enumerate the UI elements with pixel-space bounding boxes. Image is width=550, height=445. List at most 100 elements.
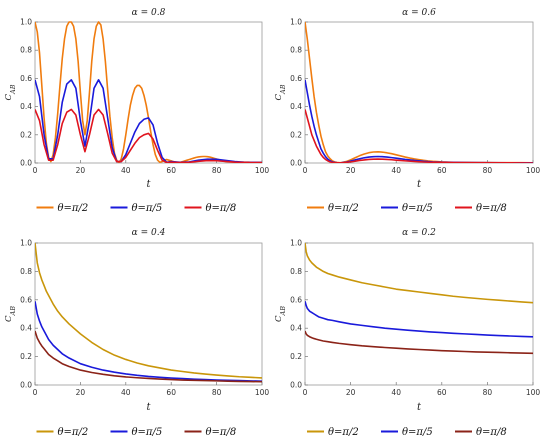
series-line-1 [35,242,262,379]
chart-panel-2: α = 0.6 0 20 40 60 80 100 0.0 0.2 0.4 0.6 0.8 1.0 t CA… [274,8,540,214]
legend-item-2: θ=π/5 [110,203,163,214]
chart-title: α = 0.4 [132,228,166,238]
legend-label: θ=π/5 [402,203,433,214]
y-tick-label: 0.2 [20,130,32,139]
legend-item-3: θ=π/8 [184,427,237,438]
x-axis-label: t [146,402,151,413]
chart-panel-1: α = 0.8 0 20 40 60 80 100 0.0 0.2 0.4 0.6 0.8 1.0 t CA… [4,8,269,214]
plot-frame [34,21,263,164]
x-tick-label: 40 [121,166,131,175]
series-line-1 [305,21,533,163]
y-tick-label: 0.4 [290,324,302,333]
legend-label: θ=π/8 [206,427,237,438]
y-tick-label: 0.2 [290,130,302,139]
legend-item-3: θ=π/8 [455,427,507,438]
series-line-1 [305,242,533,304]
x-tick-label: 0 [33,166,38,175]
x-tick-label: 20 [346,388,356,397]
x-tick-label: 100 [255,166,270,175]
legend-item-1: θ=π/2 [36,427,88,438]
y-tick-label: 0.8 [20,267,32,276]
series-line-2 [35,301,262,382]
y-axis-label: CAB [274,306,287,322]
legend-item-2: θ=π/5 [381,427,433,438]
legend-item-1: θ=π/2 [36,203,89,214]
x-tick-label: 80 [212,166,222,175]
legend-label: θ=π/2 [58,203,89,214]
chart-title: α = 0.2 [402,228,436,238]
y-tick-label: 1.0 [20,18,32,27]
series-line-3 [35,330,262,383]
y-tick-label: 0.0 [20,381,32,390]
y-tick-label: 0.6 [20,74,32,83]
y-tick-label: 0.6 [290,74,302,83]
y-tick-label: 0.4 [290,102,302,111]
y-tick-label: 0.4 [20,324,32,333]
x-tick-label: 100 [255,388,270,397]
x-tick-label: 0 [303,166,308,175]
x-tick-label: 40 [391,166,401,175]
plot-frame [304,21,534,164]
chart-panel-4: α = 0.2 0 20 40 60 80 100 0.0 0.2 0.4 0.6 0.8 1.0 t CA… [274,228,540,438]
series-line-3 [305,330,533,355]
y-tick-label: 1.0 [290,18,302,27]
legend-label: θ=π/8 [476,203,507,214]
y-tick-label: 0.8 [290,267,302,276]
y-tick-label: 0.0 [290,159,302,168]
y-axis-label: CAB [274,84,287,100]
y-tick-label: 0.6 [20,295,32,304]
legend-label: θ=π/5 [132,427,163,438]
y-tick-label: 0.6 [290,295,302,304]
chart-title: α = 0.8 [132,8,166,18]
y-tick-label: 1.0 [20,239,32,248]
legend-label: θ=π/8 [476,427,507,438]
x-tick-label: 0 [33,388,38,397]
y-axis-label: CAB [4,306,17,322]
legend-item-1: θ=π/2 [307,203,359,214]
x-tick-label: 80 [483,166,493,175]
y-tick-label: 0.8 [290,46,302,55]
x-tick-label: 60 [437,166,447,175]
x-tick-label: 100 [526,166,541,175]
legend-label: θ=π/2 [328,427,359,438]
series-line-3 [305,109,533,163]
x-axis-label: t [146,179,151,190]
x-tick-label: 20 [76,166,86,175]
y-tick-label: 0.2 [20,352,32,361]
series-line-3 [35,108,262,163]
legend-item-2: θ=π/5 [110,427,163,438]
x-tick-label: 60 [437,388,447,397]
x-tick-label: 80 [483,388,493,397]
legend-item-3: θ=π/8 [455,203,507,214]
chart-panel-3: α = 0.4 0 20 40 60 80 100 0.0 0.2 0.4 0.6 0.8 1.0 t CA… [4,228,269,438]
legend-item-1: θ=π/2 [307,427,359,438]
legend-item-2: θ=π/5 [381,203,433,214]
x-tick-label: 80 [212,388,222,397]
x-tick-label: 60 [166,388,176,397]
y-tick-label: 1.0 [290,239,302,248]
plot-frame [304,242,534,386]
plot-frame [34,242,263,386]
legend-label: θ=π/5 [402,427,433,438]
x-axis-label: t [417,179,422,190]
y-tick-label: 0.2 [290,352,302,361]
series-line-2 [305,301,533,338]
legend-label: θ=π/8 [206,203,237,214]
x-tick-label: 20 [346,166,356,175]
legend-label: θ=π/2 [328,203,359,214]
y-tick-label: 0.4 [20,102,32,111]
y-tick-label: 0.0 [290,381,302,390]
x-tick-label: 60 [166,166,176,175]
x-tick-label: 40 [121,388,131,397]
y-axis-label: CAB [4,84,17,100]
x-tick-label: 0 [303,388,308,397]
x-tick-label: 40 [391,388,401,397]
series-line-2 [35,79,262,163]
y-tick-label: 0.0 [20,159,32,168]
chart-title: α = 0.6 [402,8,436,18]
x-axis-label: t [417,402,422,413]
legend-label: θ=π/5 [132,203,163,214]
x-tick-label: 100 [526,388,541,397]
y-tick-label: 0.8 [20,46,32,55]
